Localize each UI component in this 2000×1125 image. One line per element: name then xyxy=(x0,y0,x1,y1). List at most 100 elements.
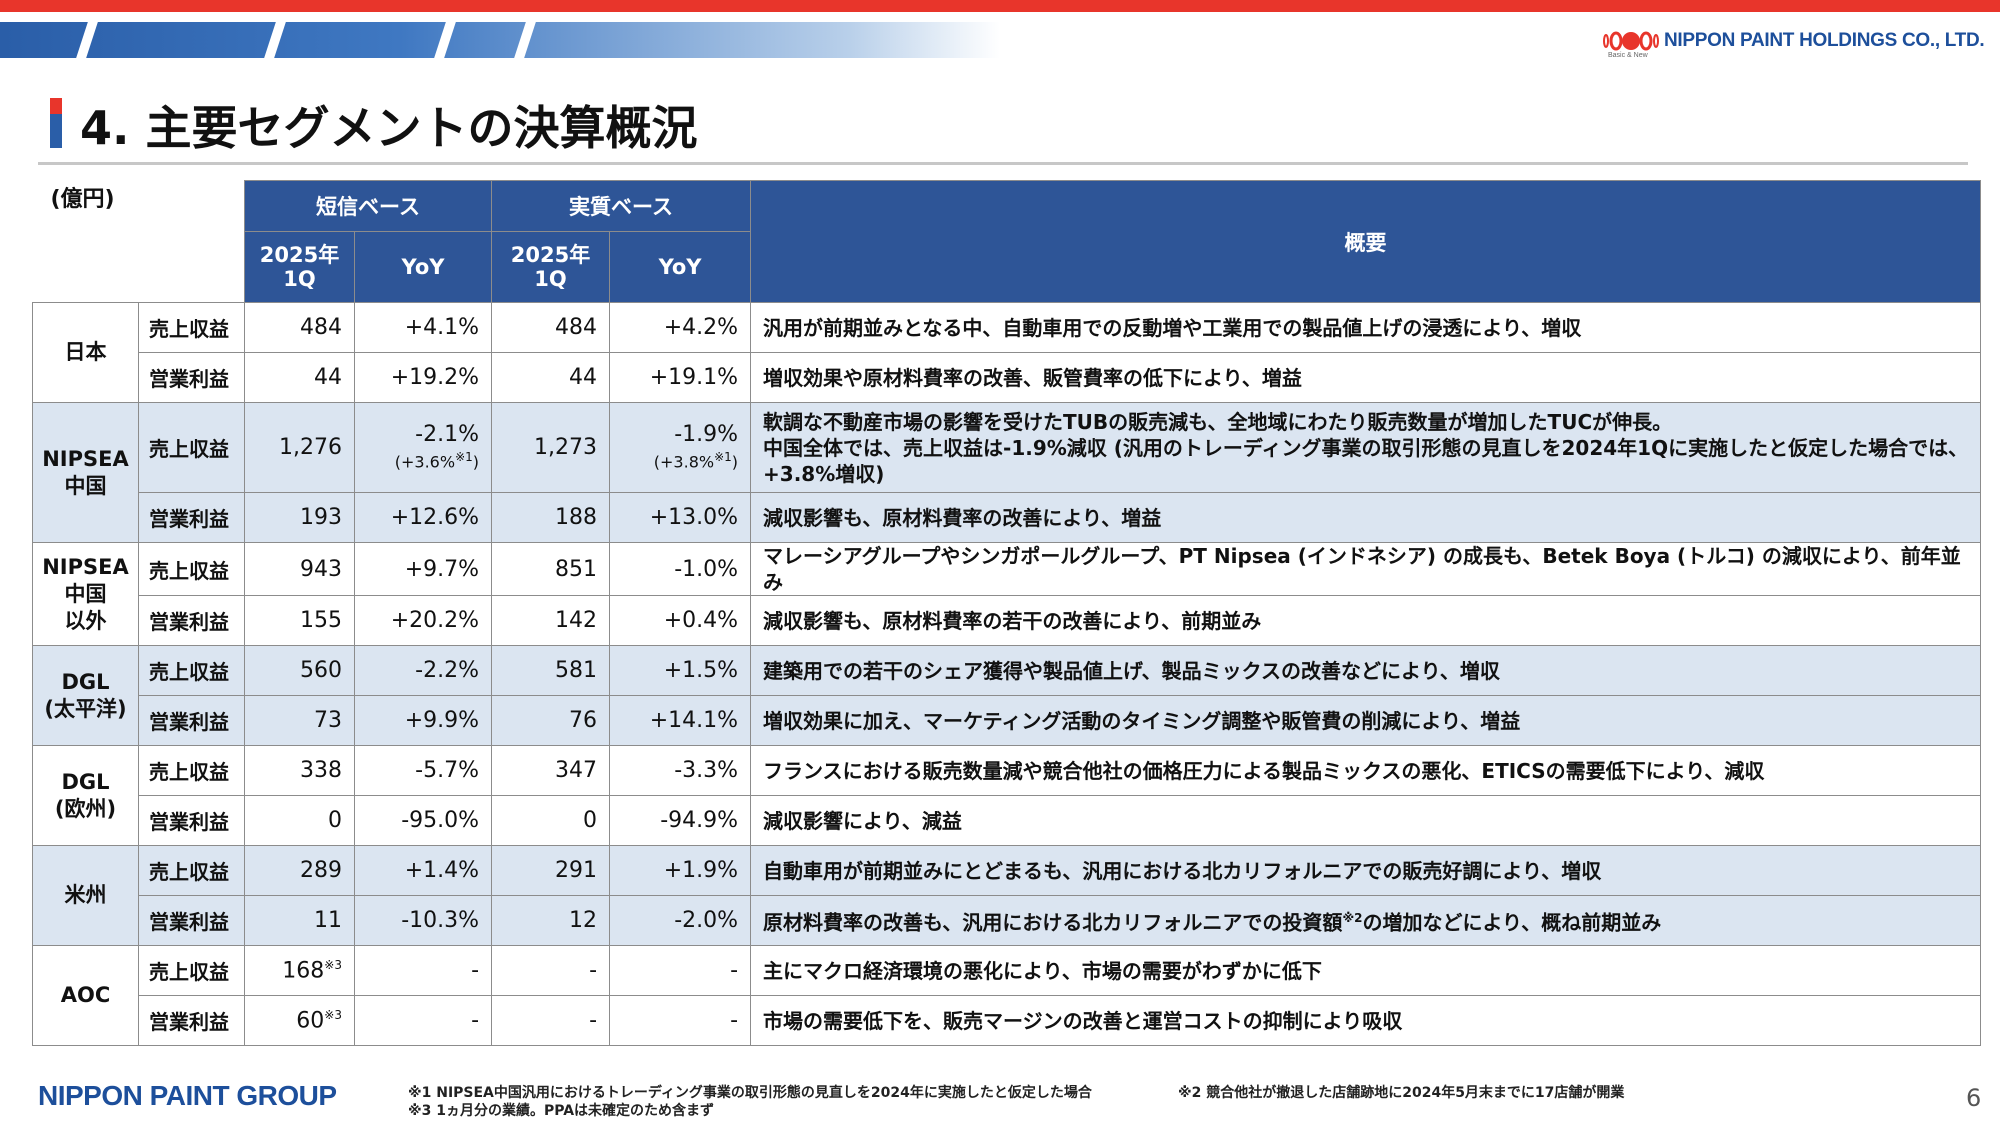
tanshin-value: 73 xyxy=(244,695,355,746)
jisshitsu-value: 484 xyxy=(491,302,611,353)
summary-text: 原材料費率の改善も、汎用における北カリフォルニアでの投資額※2の増加などにより、… xyxy=(750,895,1982,946)
metric-label: 営業利益 xyxy=(138,795,245,846)
summary-text: 主にマクロ経済環境の悪化により、市場の需要がわずかに低下 xyxy=(750,945,1982,996)
table-row: 営業利益 193 +12.6% 188 +13.0% 減収影響も、原材料費率の改善により、… xyxy=(33,492,1982,543)
segment-name: 米州 xyxy=(32,845,139,946)
table-row: 米州 売上収益 289 +1.4% 291 +1.9% 自動車用が前期並みにとどまるも、汎用… xyxy=(32,845,1982,946)
jisshitsu-yoy: - xyxy=(609,995,752,1046)
jisshitsu-value: 1,273 xyxy=(491,402,611,493)
tanshin-value: 560 xyxy=(244,645,355,696)
metric-label: 営業利益 xyxy=(138,595,245,646)
tanshin-yoy: -95.0% xyxy=(353,795,493,846)
tanshin-yoy: +12.6% xyxy=(353,492,493,543)
tanshin-yoy: +4.1% xyxy=(353,302,493,353)
summary-header: 概要 xyxy=(750,180,1982,303)
table-row: AOC 売上収益 168※3- - - 主にマクロ経済環境の悪化により、市場の需要がわずか… xyxy=(32,945,1982,1046)
table-row: 日本 売上収益 484 +4.1% 484 +4.2% 汎用が前期並みとなる中、自動車用での… xyxy=(32,302,1982,403)
segment-name: DGL (太平洋) xyxy=(32,645,139,746)
summary-text: 汎用が前期並みとなる中、自動車用での反動増や工業用での製品値上げの浸透により、増… xyxy=(750,302,1982,353)
footnote-2: ※2 競合他社が撤退した店舗跡地に2024年5月末までに17店舗が開業 xyxy=(1178,1085,1625,1101)
summary-text: マレーシアグループやシンガポールグループ、PT Nipsea (インドネシア) … xyxy=(750,542,1982,596)
table-row: DGL (太平洋) 売上収益 560 -2.2% 581 +1.5% 建築用での若干のシェア… xyxy=(32,645,1982,746)
metric-label: 営業利益 xyxy=(138,492,245,543)
metric-label: 売上収益 xyxy=(138,745,245,796)
tanshin-value: 44 xyxy=(244,352,355,403)
jisshitsu-yoy: +13.0% xyxy=(609,492,752,543)
jisshitsu-yoy: +14.1% xyxy=(609,695,752,746)
metric-label: 売上収益 xyxy=(138,645,245,696)
tanshin-yoy: -5.7% xyxy=(353,745,493,796)
jisshitsu-base-header: 実質ベース xyxy=(491,180,752,232)
company-name: NIPPON PAINT HOLDINGS CO., LTD. xyxy=(1664,30,1985,51)
metric-label: 売上収益 xyxy=(138,945,245,996)
segment-name: 日本 xyxy=(32,302,139,403)
summary-text: 建築用での若干のシェア獲得や製品値上げ、製品ミックスの改善などにより、増収 xyxy=(750,645,1982,696)
company-tagline: Basic & New xyxy=(1608,52,1648,59)
tanshin-yoy: - xyxy=(353,945,493,996)
tanshin-value: 11 xyxy=(244,895,355,946)
tanshin-value: 943 xyxy=(244,542,355,596)
header-stripe xyxy=(0,22,1000,58)
jisshitsu-value: 291 xyxy=(491,845,611,896)
metric-label: 営業利益 xyxy=(138,352,245,403)
company-logo: NIPPON PAINT HOLDINGS CO., LTD. Basic & … xyxy=(1602,26,1985,60)
table-row: 営業利益 60※3- - - 市場の需要低下を、販売マージンの改善と運営コストの抑制によ… xyxy=(33,995,1982,1046)
table-body: 日本 売上収益 484 +4.1% 484 +4.2% 汎用が前期並みとなる中、自動車用での… xyxy=(32,302,1982,1046)
footnote-3: ※3 1ヵ月分の業績。PPAは未確定のため含まず xyxy=(408,1103,715,1119)
jisshitsu-period-header: 2025年 1Q xyxy=(491,231,611,303)
metric-label: 売上収益 xyxy=(138,402,245,493)
jisshitsu-yoy: -3.3% xyxy=(609,745,752,796)
footnote-1: ※1 NIPSEA中国汎用におけるトレーディング事業の取引形態の見直しを2024… xyxy=(408,1085,1092,1101)
metric-label: 売上収益 xyxy=(138,845,245,896)
tanshin-yoy: - xyxy=(353,995,493,1046)
tanshin-base-header: 短信ベース xyxy=(243,180,493,232)
tanshin-yoy: -10.3% xyxy=(353,895,493,946)
table-row: 営業利益 44 +19.2% 44 +19.1% 増収効果や原材料費率の改善、販管費率の低… xyxy=(33,352,1982,403)
tanshin-yoy: +9.7% xyxy=(353,542,493,596)
summary-text: 軟調な不動産市場の影響を受けたTUBの販売減も、全地域にわたり販売数量が増加した… xyxy=(750,402,1982,493)
title-divider xyxy=(38,162,1968,165)
tanshin-yoy-header: YoY xyxy=(353,231,493,303)
metric-label: 売上収益 xyxy=(138,542,245,596)
jisshitsu-value: 851 xyxy=(491,542,611,596)
unit-cell: (億円) xyxy=(33,181,245,303)
tanshin-value: 193 xyxy=(244,492,355,543)
jisshitsu-value: 12 xyxy=(491,895,611,946)
segment-name: NIPSEA 中国 xyxy=(32,402,139,543)
tanshin-yoy: +20.2% xyxy=(353,595,493,646)
jisshitsu-value: - xyxy=(491,995,611,1046)
tanshin-value: 60※3 xyxy=(244,995,355,1046)
tanshin-value: 338 xyxy=(244,745,355,796)
jisshitsu-yoy: +0.4% xyxy=(609,595,752,646)
jisshitsu-value: - xyxy=(491,945,611,996)
jisshitsu-value: 76 xyxy=(491,695,611,746)
jisshitsu-yoy: -1.9% (+3.8%※1) xyxy=(609,402,752,493)
jisshitsu-yoy: +4.2% xyxy=(609,302,752,353)
jisshitsu-value: 188 xyxy=(491,492,611,543)
jisshitsu-yoy-note: (+3.8%※1) xyxy=(653,450,739,472)
summary-text: 増収効果や原材料費率の改善、販管費率の低下により、増益 xyxy=(750,352,1982,403)
segment-results-table: (億円) 短信ベース 実質ベース 概要 2025年 1Q YoY 2025年 1… xyxy=(32,180,1982,1046)
jisshitsu-yoy: -2.0% xyxy=(609,895,752,946)
tanshin-value: 484 xyxy=(244,302,355,353)
title-accent xyxy=(50,98,62,148)
metric-label: 売上収益 xyxy=(138,302,245,353)
tanshin-value: 155 xyxy=(244,595,355,646)
table-row: NIPSEA 中国 売上収益 1,276 -2.1% (+3.6%※1) 1,273 -1.… xyxy=(32,402,1982,543)
table-row: DGL (欧州) 売上収益 338 -5.7% 347 -3.3% フランスにおける販売数量… xyxy=(32,745,1982,846)
table-row: NIPSEA 中国 以外 売上収益 943 +9.7% 851 -1.0% マレーシアグルー… xyxy=(32,542,1982,646)
summary-text: 減収影響により、減益 xyxy=(750,795,1982,846)
jisshitsu-yoy-header: YoY xyxy=(609,231,752,303)
summary-text: 増収効果に加え、マーケティング活動のタイミング調整や販管費の削減により、増益 xyxy=(750,695,1982,746)
page-number: 6 xyxy=(1966,1084,1982,1112)
jisshitsu-yoy: - xyxy=(609,945,752,996)
jisshitsu-value: 581 xyxy=(491,645,611,696)
unit-label: (億円) xyxy=(50,187,115,213)
tanshin-value: 168※3 xyxy=(244,945,355,996)
jisshitsu-value: 142 xyxy=(491,595,611,646)
table-row: 営業利益 0 -95.0% 0 -94.9% 減収影響により、減益 xyxy=(33,795,1982,846)
tanshin-yoy: +9.9% xyxy=(353,695,493,746)
summary-text: フランスにおける販売数量減や競合他社の価格圧力による製品ミックスの悪化、ETIC… xyxy=(750,745,1982,796)
table-row: 営業利益 73 +9.9% 76 +14.1% 増収効果に加え、マーケティング活動のタイミ… xyxy=(33,695,1982,746)
tanshin-period-header: 2025年 1Q xyxy=(244,231,355,303)
